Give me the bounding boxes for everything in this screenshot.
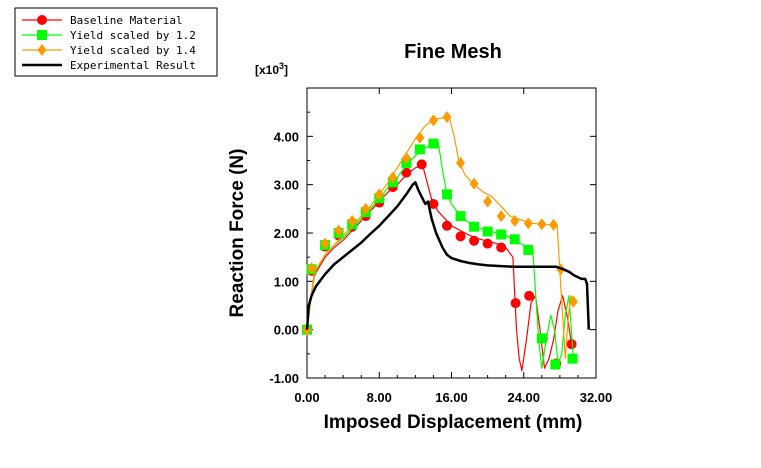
y-multiplier-base: [x10: [255, 63, 279, 77]
legend-label: Experimental Result: [70, 59, 196, 72]
data-point: [510, 298, 521, 309]
y-axis-label: Reaction Force (N): [227, 149, 248, 318]
legend-entries: Baseline Material Yield scaled by 1.2 Yiel…: [22, 14, 196, 72]
y-tick-label: 4.00: [274, 129, 299, 144]
x-axis-label: Imposed Displacement (mm): [324, 412, 583, 433]
legend-entry: Baseline Material: [22, 14, 183, 27]
data-point: [361, 202, 371, 215]
data-point: [536, 333, 547, 344]
data-point: [347, 214, 357, 227]
data-point: [523, 244, 534, 255]
x-axis: 0.00 8.00 16.00 24.00 32.00: [294, 88, 612, 405]
y-tick-label: 2.00: [274, 226, 299, 241]
data-point: [455, 231, 466, 242]
legend-label: Baseline Material: [70, 14, 183, 27]
data-point: [567, 353, 578, 364]
y-multiplier-close: ]: [284, 63, 288, 77]
series-3: [302, 111, 578, 360]
series-layer: [302, 111, 591, 372]
data-point: [524, 290, 535, 301]
y-multiplier-label: [x103]: [255, 61, 288, 77]
data-point: [401, 152, 411, 165]
legend-label: Yield scaled by 1.4: [70, 44, 196, 57]
data-point: [455, 211, 466, 222]
data-point: [482, 226, 493, 237]
data-point: [469, 235, 480, 246]
data-point: [469, 177, 479, 190]
legend-label: Yield scaled by 1.2: [70, 29, 196, 42]
y-axis: -1.00 0.00 1.00 2.00 3.00 4.00: [269, 87, 596, 386]
data-point: [388, 171, 398, 184]
chart-title: Fine Mesh: [404, 41, 502, 63]
data-point: [496, 242, 507, 253]
x-tick-label: 24.00: [507, 390, 540, 405]
y-multiplier-exponent: 3: [279, 61, 284, 71]
data-point: [428, 199, 439, 209]
data-point: [307, 262, 317, 275]
data-point: [483, 195, 493, 208]
data-point: [374, 188, 384, 201]
data-point: [550, 359, 561, 370]
data-point: [509, 234, 520, 245]
x-tick-label: 16.00: [435, 390, 468, 405]
data-point: [482, 238, 493, 249]
data-point: [496, 229, 507, 240]
data-point: [496, 210, 506, 223]
data-point: [469, 221, 480, 232]
x-tick-label: 32.00: [580, 390, 613, 405]
series-4: [305, 181, 591, 330]
data-point: [456, 156, 466, 169]
data-point: [428, 114, 438, 127]
legend-entry: Yield scaled by 1.4: [22, 44, 196, 57]
data-point: [568, 295, 578, 308]
legend: Baseline Material Yield scaled by 1.2 Yiel…: [14, 7, 218, 77]
data-point: [334, 224, 344, 237]
y-tick-label: 3.00: [274, 178, 299, 193]
series-line: [306, 140, 574, 369]
data-point: [414, 144, 425, 155]
legend-entry: Yield scaled by 1.2: [22, 29, 196, 42]
legend-marker: [37, 44, 47, 56]
y-tick-label: -1.00: [269, 371, 299, 386]
data-point: [442, 111, 452, 123]
x-tick-label: 8.00: [367, 390, 392, 405]
data-point: [428, 138, 439, 149]
data-point: [401, 167, 412, 178]
data-point: [415, 131, 425, 144]
data-point: [523, 217, 533, 230]
data-point: [441, 220, 452, 231]
legend-entry: Experimental Result: [22, 59, 196, 72]
data-point: [549, 218, 559, 231]
legend-marker: [37, 15, 47, 25]
series-1: [302, 159, 577, 372]
x-tick-label: 0.00: [294, 390, 319, 405]
series-line: [305, 181, 591, 330]
legend-marker: [37, 30, 47, 40]
y-tick-label: 0.00: [274, 323, 299, 338]
data-point: [320, 237, 330, 250]
data-point: [537, 218, 547, 231]
data-point: [441, 189, 452, 200]
data-point: [566, 339, 577, 350]
data-point: [416, 159, 427, 170]
data-point: [510, 214, 520, 227]
series-2: [302, 138, 578, 370]
y-tick-label: 1.00: [274, 274, 299, 289]
